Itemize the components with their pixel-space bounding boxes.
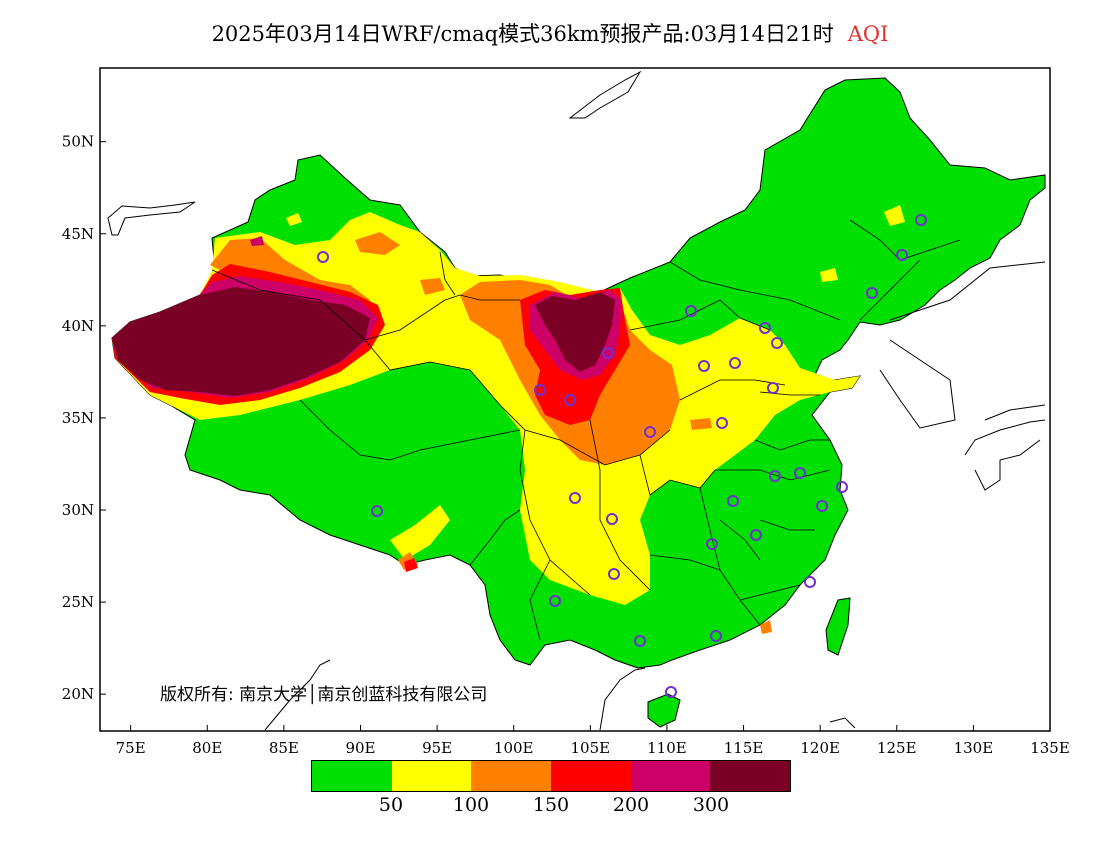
hainan: [647, 693, 681, 728]
lat-tick-label: 25N: [62, 593, 94, 611]
lon-tick-label: 130E: [954, 739, 994, 757]
copyright-text: 版权所有: 南京大学│南京创蓝科技有限公司: [160, 685, 488, 705]
lat-tick-label: 20N: [62, 685, 94, 703]
station-marker: [727, 495, 739, 507]
station-marker: [549, 595, 561, 607]
legend-label: 150: [532, 794, 570, 816]
station-marker: [896, 249, 908, 261]
station-marker: [915, 214, 927, 226]
station-markers: [317, 214, 927, 698]
station-marker: [804, 576, 816, 588]
station-marker: [759, 322, 771, 334]
lon-tick-label: 105E: [571, 739, 611, 757]
station-marker: [767, 382, 779, 394]
map-field: [107, 70, 1046, 731]
station-marker: [866, 287, 878, 299]
title-text: 2025年03月14日WRF/cmaq模式36km预报产品:03月14日21时: [211, 22, 834, 46]
station-marker: [534, 384, 546, 396]
lon-tick-label: 115E: [724, 739, 764, 757]
map-title: 2025年03月14日WRF/cmaq模式36km预报产品:03月14日21时 A…: [0, 18, 1100, 48]
station-marker: [716, 417, 728, 429]
station-marker: [634, 635, 646, 647]
lon-tick-label: 135E: [1030, 739, 1070, 757]
station-marker: [317, 251, 329, 263]
legend-swatch-level1: [312, 761, 392, 791]
lat-tick-label: 35N: [62, 409, 94, 427]
aqi-maroon-tarim: [112, 287, 370, 396]
station-marker: [769, 470, 781, 482]
map-frame: [99, 67, 1051, 732]
station-marker: [685, 305, 697, 317]
aqi-orange-blob: [690, 418, 712, 430]
lon-tick-label: 90E: [345, 739, 375, 757]
legend-swatch-level2: [391, 761, 472, 791]
legend-swatch-level3: [471, 761, 552, 791]
legend-label: 200: [612, 794, 650, 816]
lon-tick-label: 120E: [800, 739, 840, 757]
axis-ticks: 75E 80E 85E 90E 95E 100E 105E 110E 115E 120E 125E 1…: [62, 133, 1070, 757]
station-marker: [665, 686, 677, 698]
lat-tick-label: 40N: [62, 317, 94, 335]
color-legend: [311, 760, 791, 792]
lat-tick-label: 45N: [62, 225, 94, 243]
lat-tick-label: 30N: [62, 501, 94, 519]
station-marker: [608, 568, 620, 580]
station-marker: [836, 481, 848, 493]
title-variable: AQI: [847, 22, 889, 46]
lat-tick-label: 50N: [62, 133, 94, 151]
legend-swatch-level6: [710, 761, 791, 791]
aqi-red-blob: [404, 558, 418, 572]
lon-tick-label: 125E: [877, 739, 917, 757]
aqi-orange-blob: [420, 278, 445, 295]
station-marker: [606, 513, 618, 525]
aqi-yellow-blob: [286, 213, 302, 226]
lon-tick-label: 75E: [116, 739, 146, 757]
station-marker: [602, 347, 614, 359]
legend-swatch-level4: [551, 761, 631, 791]
legend-labels: 50 100 150 200 300: [311, 794, 791, 818]
aqi-orange-blob: [760, 620, 772, 634]
lon-tick-label: 85E: [269, 739, 299, 757]
station-marker: [750, 529, 762, 541]
aqi-maroon-north: [535, 292, 615, 372]
station-marker: [794, 467, 806, 479]
station-marker: [729, 357, 741, 369]
station-marker: [710, 630, 722, 642]
aqi-yellow-blob: [884, 205, 905, 226]
aqi-magenta-blob: [250, 236, 264, 246]
station-marker: [564, 394, 576, 406]
aqi-yellow-blob: [390, 505, 450, 560]
province-boundaries: [211, 219, 961, 641]
station-marker: [771, 337, 783, 349]
legend-label: 300: [692, 794, 730, 816]
legend-label: 100: [452, 794, 490, 816]
taiwan: [825, 597, 851, 656]
lon-tick-label: 80E: [192, 739, 222, 757]
station-marker: [644, 426, 656, 438]
aqi-yellow-blob: [820, 268, 838, 282]
lon-tick-label: 100E: [494, 739, 534, 757]
legend-label: 50: [378, 794, 404, 816]
station-marker: [569, 492, 581, 504]
station-marker: [816, 500, 828, 512]
legend-swatch-level5: [630, 761, 711, 791]
station-marker: [371, 505, 383, 517]
lon-tick-label: 110E: [647, 739, 687, 757]
aqi-orange-blob: [355, 232, 400, 255]
neighbor-outlines: [107, 70, 1046, 731]
station-marker: [698, 360, 710, 372]
station-marker: [706, 538, 718, 550]
lon-tick-label: 95E: [422, 739, 452, 757]
